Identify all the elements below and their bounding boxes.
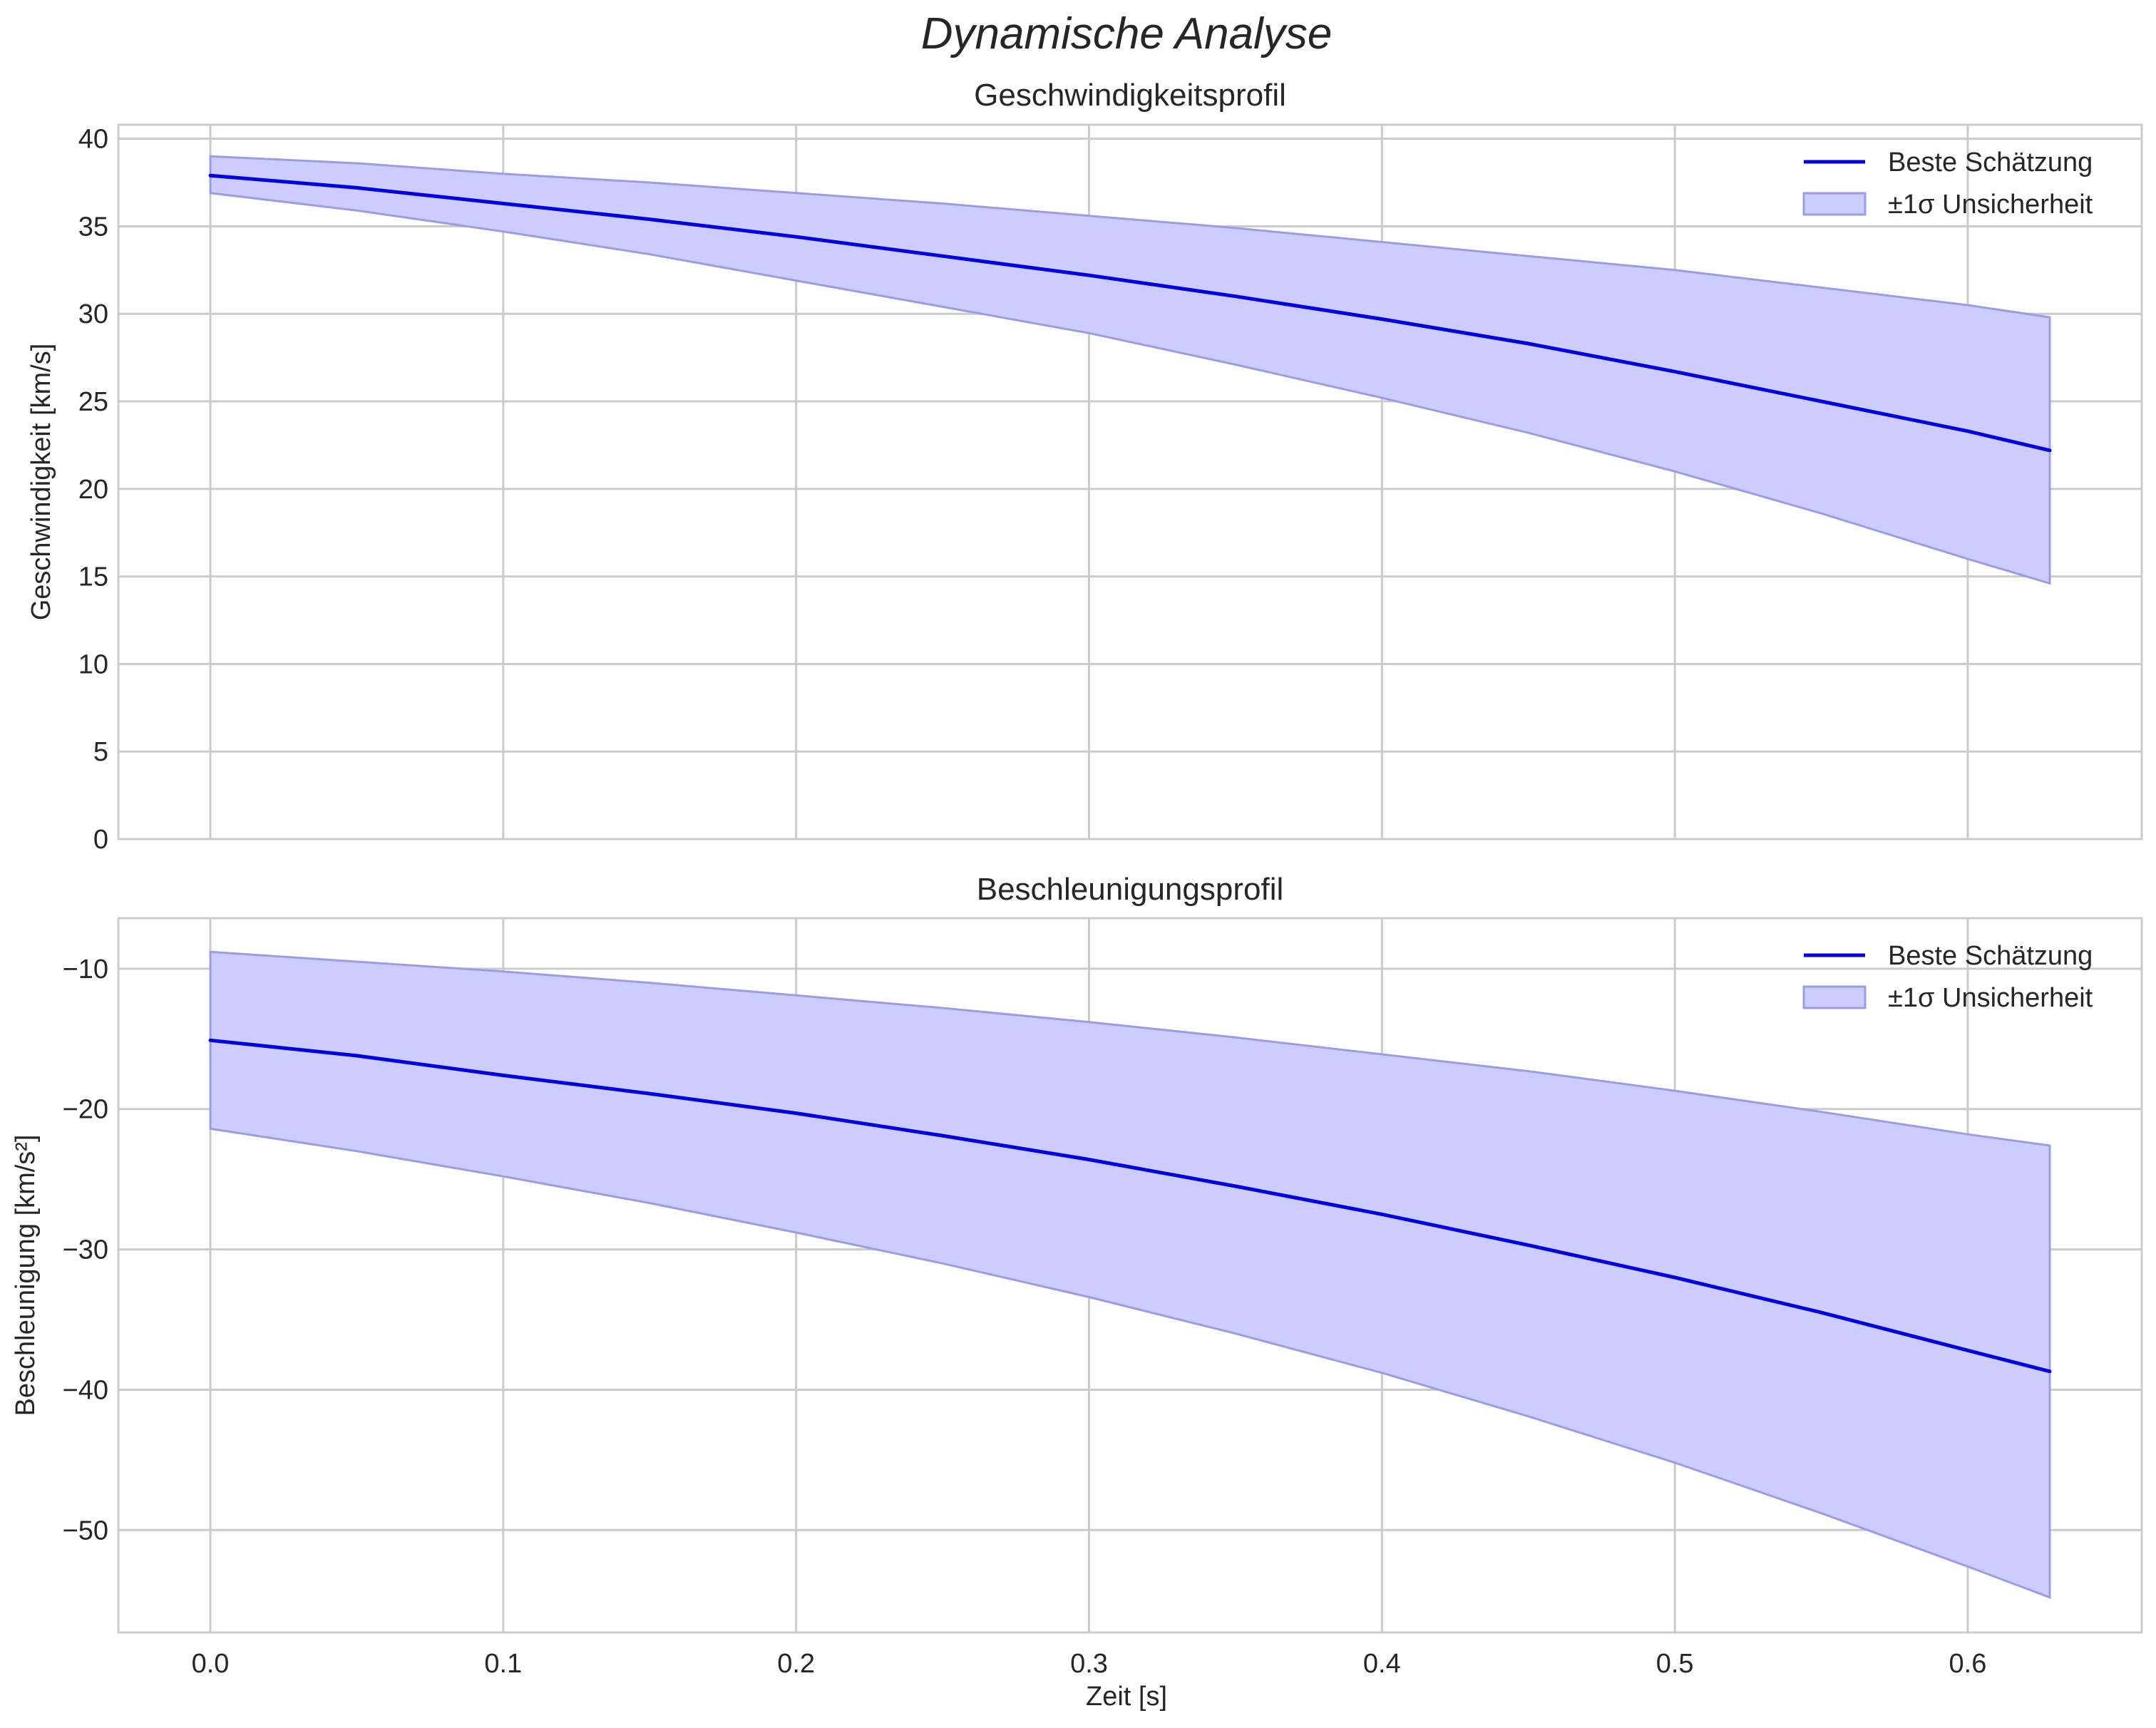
best-estimate-line <box>208 173 2052 453</box>
legend-label-uncertainty: ±1σ Unsicherheit <box>1888 983 2093 1013</box>
shared-x-axis-label: Zeit [s] <box>1086 1682 1167 1712</box>
y-tick-label: 25 <box>78 387 108 417</box>
x-tick-label: 0.5 <box>1656 1649 1694 1679</box>
legend-band-swatch <box>1802 985 1867 1009</box>
axes-title: Geschwindigkeitsprofil <box>974 78 1286 113</box>
x-tick-label: 0.6 <box>1949 1649 1987 1679</box>
axes-2: −50 −40 −30 −20 −10 0.0 0.1 0.2 0.3 0.4 0.5 0.6 Besc… <box>11 872 2143 1679</box>
legend-band-swatch <box>1802 192 1867 216</box>
axes-title: Beschleunigungsprofil <box>977 872 1284 907</box>
y-tick-label: 10 <box>78 649 108 679</box>
axes-container: 0 5 10 15 20 25 30 35 40 Geschwindigkeitsprofil Ge… <box>11 78 2143 1679</box>
legend: Beste Schätzung ±1σ Unsicherheit <box>1802 941 2093 1013</box>
y-tick-label: −30 <box>63 1235 108 1265</box>
legend: Beste Schätzung ±1σ Unsicherheit <box>1802 148 2093 220</box>
x-tick-label: 0.3 <box>1070 1649 1108 1679</box>
figure-title: Dynamische Analyse <box>921 9 1333 58</box>
axes-frame <box>117 917 2143 1634</box>
y-tick-label: 35 <box>78 212 108 242</box>
y-tick-label: 15 <box>78 562 108 592</box>
x-tick-label: 0.0 <box>192 1649 230 1679</box>
best-estimate-line <box>208 1038 2052 1374</box>
y-tick-label: −10 <box>63 955 108 984</box>
y-axis-label: Beschleunigung [km/s²] <box>11 1135 41 1416</box>
y-tick-label: −20 <box>63 1095 108 1125</box>
x-tick-label: 0.2 <box>777 1649 815 1679</box>
y-tick-label: 20 <box>78 475 108 505</box>
y-tick-label: 0 <box>93 825 108 855</box>
axes-1: 0 5 10 15 20 25 30 35 40 Geschwindigkeitsprofil Ge… <box>26 78 2143 855</box>
y-tick-label: −50 <box>63 1516 108 1546</box>
legend-label-uncertainty: ±1σ Unsicherheit <box>1888 190 2093 220</box>
uncertainty-band <box>209 155 2051 585</box>
legend-label-best-estimate: Beste Schätzung <box>1888 941 2093 971</box>
x-tick-label: 0.4 <box>1363 1649 1401 1679</box>
x-tick-label: 0.1 <box>484 1649 522 1679</box>
y-tick-label: −40 <box>63 1375 108 1405</box>
legend-label-best-estimate: Beste Schätzung <box>1888 148 2093 178</box>
y-tick-label: 5 <box>93 737 108 767</box>
uncertainty-band <box>209 950 2051 1599</box>
y-tick-label: 40 <box>78 125 108 155</box>
y-axis-label: Geschwindigkeit [km/s] <box>26 344 56 621</box>
y-tick-label: 30 <box>78 299 108 329</box>
axes-frame <box>117 123 2143 840</box>
